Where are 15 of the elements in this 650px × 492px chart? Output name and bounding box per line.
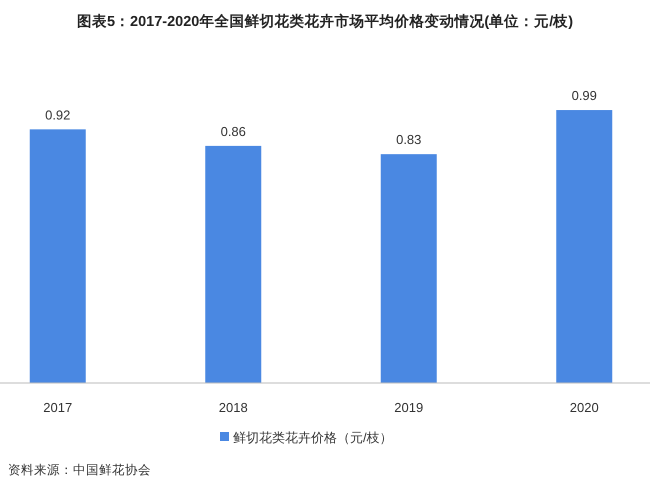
bar: [30, 129, 86, 383]
bar: [205, 146, 262, 383]
x-tick-label: 2020: [570, 400, 599, 415]
bar: [556, 110, 612, 383]
x-tick-label: 2017: [43, 400, 72, 415]
data-label: 0.86: [220, 124, 246, 139]
data-label: 0.92: [45, 107, 70, 122]
data-label: 0.83: [396, 132, 422, 148]
bar: [380, 154, 437, 383]
text: 资料来源：中国鲜花协会: [8, 463, 151, 477]
x-tick-label: 2018: [218, 400, 248, 415]
chart-title: 图表5：2017-2020年全国鲜切花类花卉市场平均价格变动情况(单位：元/枝): [76, 12, 574, 30]
x-tick-label: 2019: [394, 400, 424, 415]
data-label: 0.99: [572, 88, 597, 104]
legend-label: 鲜切花类花卉价格（元/枝）: [233, 430, 393, 445]
